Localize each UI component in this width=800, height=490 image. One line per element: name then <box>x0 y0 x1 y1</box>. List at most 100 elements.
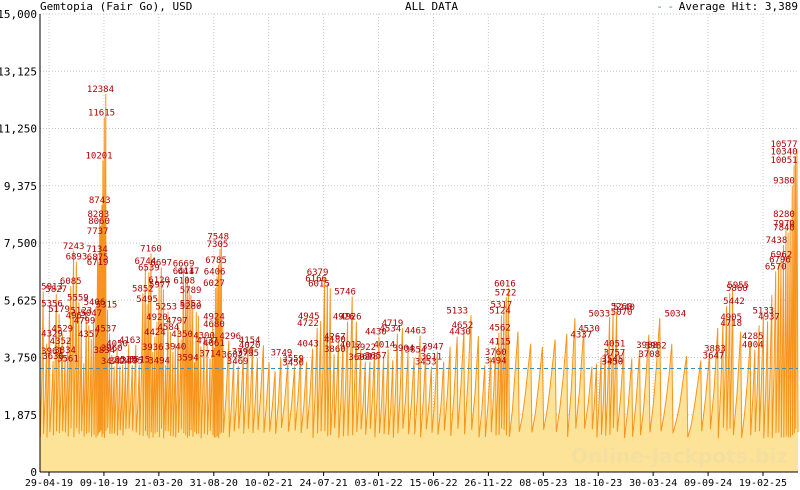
data-label: 6962 <box>771 250 793 260</box>
data-label: 3982 <box>645 341 667 351</box>
data-label: 3757 <box>604 348 626 358</box>
data-label: 3714 <box>199 350 221 360</box>
data-label: 5133 <box>753 306 775 316</box>
x-tick-label: 15-06-22 <box>409 478 457 489</box>
data-label: 4799 <box>74 316 96 326</box>
data-label: 3682 <box>221 351 243 361</box>
data-label: 3854 <box>405 345 427 355</box>
data-label: 5179 <box>48 305 70 315</box>
data-label: 6016 <box>494 279 516 289</box>
y-tick-label: 15,000 <box>0 8 37 21</box>
data-label: 6406 <box>204 267 226 277</box>
data-label: 5133 <box>446 306 468 316</box>
data-label: 4020 <box>239 341 261 351</box>
data-label: 3922 <box>354 343 376 353</box>
data-label: 7134 <box>86 245 108 255</box>
data-label: 5356 <box>41 299 63 309</box>
y-tick-label: 3,750 <box>4 352 37 365</box>
data-label: 4352 <box>50 337 72 347</box>
data-label: 7840 <box>773 224 795 234</box>
y-tick-label: 1,875 <box>4 409 37 422</box>
data-label: 4722 <box>297 319 319 329</box>
data-label: 5559 <box>67 293 89 303</box>
chart-title: Gemtopia (Fair Go), USD <box>40 0 193 13</box>
data-label: 4154 <box>239 336 261 346</box>
data-label: 3647 <box>703 352 725 362</box>
data-label: 6414 <box>173 267 195 277</box>
data-label: 4926 <box>340 313 362 323</box>
x-tick-label: 26-11-22 <box>464 478 512 489</box>
data-label: 4430 <box>365 328 387 338</box>
data-label: 4296 <box>219 332 241 342</box>
data-label: 5124 <box>489 307 511 317</box>
data-label: 4537 <box>95 324 117 334</box>
data-label: 3636 <box>42 352 64 362</box>
data-label: 6697 <box>150 259 172 269</box>
x-tick-label: 31-08-20 <box>190 478 238 489</box>
data-label: 7438 <box>766 236 788 246</box>
data-label: 5722 <box>495 288 517 298</box>
series-line <box>39 93 799 439</box>
data-label: 8743 <box>89 196 111 206</box>
data-label: 3495 <box>121 356 143 366</box>
data-label: 3735 <box>237 349 259 359</box>
data-label: 3657 <box>365 351 387 361</box>
data-label: 4920 <box>146 313 168 323</box>
data-label: 3469 <box>227 357 249 367</box>
data-label: 5240 <box>613 303 635 313</box>
data-label: 6108 <box>173 277 195 287</box>
range-label: ALL DATA <box>405 0 458 13</box>
data-label: 4652 <box>452 321 474 331</box>
data-label: 6570 <box>765 262 787 272</box>
data-label: 4905 <box>720 313 742 323</box>
x-tick-label: 29-04-19 <box>25 478 73 489</box>
data-label: 5315 <box>96 301 118 311</box>
data-label: 6744 <box>135 257 157 267</box>
data-label: 3940 <box>165 343 187 353</box>
data-label: 4267 <box>324 333 346 343</box>
data-label: 5789 <box>180 286 202 296</box>
data-label: 3608 <box>348 353 370 363</box>
data-label: 6719 <box>87 258 109 268</box>
data-label: 5123 <box>71 307 93 317</box>
data-label: 4680 <box>203 320 225 330</box>
data-label: 4534 <box>380 325 402 335</box>
data-label: 5495 <box>136 295 158 305</box>
data-label: 7243 <box>63 242 85 252</box>
data-label: 3494 <box>485 356 507 366</box>
data-label: 9380 <box>773 177 795 187</box>
data-label: 6796 <box>769 255 791 265</box>
data-label: 4014 <box>374 340 396 350</box>
data-label: 5977 <box>149 281 171 291</box>
data-label: 10577 <box>770 140 797 150</box>
data-label: 3559 <box>282 354 304 364</box>
data-label: 4050 <box>106 339 128 349</box>
data-label: 4530 <box>578 325 600 335</box>
data-label: 4924 <box>203 313 225 323</box>
data-label: 7737 <box>87 227 109 237</box>
average-legend-swatch: - - <box>656 0 679 13</box>
x-tick-labels: 29-04-19 09-10-19 21-03-20 31-08-20 10-02-21… <box>25 478 787 489</box>
data-label: 4424 <box>144 328 166 338</box>
data-label: 4285 <box>742 332 764 342</box>
data-label: 6379 <box>307 268 329 278</box>
data-label: 3450 <box>282 359 304 369</box>
y-tick-label: 7,500 <box>4 237 37 250</box>
data-label: 11615 <box>88 108 115 118</box>
x-tick-label: 10-02-21 <box>245 478 293 489</box>
data-label: 5353 <box>180 300 202 310</box>
data-label: 6015 <box>308 279 330 289</box>
data-label: 3947 <box>422 342 444 352</box>
watermark: Online-Jackpots.biz <box>571 444 788 468</box>
data-label: 7305 <box>207 240 229 250</box>
data-label: 7160 <box>140 244 162 254</box>
x-tick-label: 19-02-25 <box>739 478 787 489</box>
data-label: 4463 <box>405 327 427 337</box>
data-label: 4115 <box>489 337 511 347</box>
data-label: 3708 <box>638 350 660 360</box>
data-label: 3834 <box>94 346 116 356</box>
data-label: 6785 <box>205 256 227 266</box>
data-label: 4926 <box>333 313 355 323</box>
data-label: 6669 <box>173 259 195 269</box>
